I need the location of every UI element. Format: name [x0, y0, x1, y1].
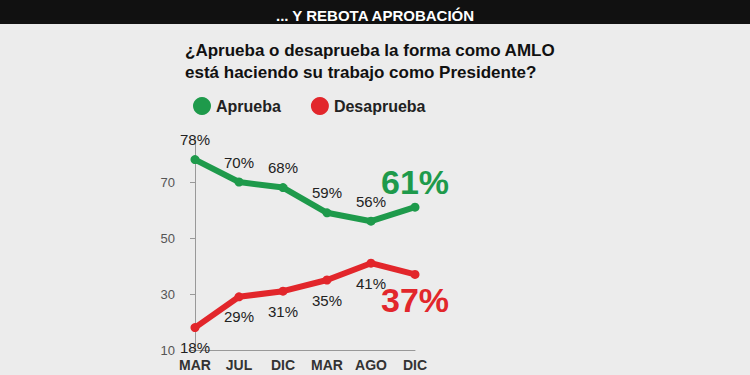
svg-text:10: 10	[161, 343, 175, 358]
svg-text:MAR: MAR	[311, 357, 343, 373]
svg-text:70%: 70%	[224, 154, 254, 171]
svg-text:18%: 18%	[180, 339, 210, 356]
svg-text:JUL: JUL	[226, 357, 253, 373]
svg-text:¿Aprueba o desaprueba la forma: ¿Aprueba o desaprueba la forma como AMLO	[185, 41, 559, 60]
svg-text:37%: 37%	[381, 281, 449, 319]
svg-text:56%: 56%	[356, 192, 386, 210]
svg-text:61%: 61%	[381, 163, 449, 201]
svg-text:70: 70	[161, 175, 175, 190]
svg-text:MAR: MAR	[179, 357, 211, 373]
svg-text:41%: 41%	[356, 274, 386, 292]
svg-text:DIC: DIC	[403, 357, 427, 373]
svg-text:Aprueba: Aprueba	[216, 98, 281, 115]
svg-text:... Y REBOTA APROBACIÓN: ... Y REBOTA APROBACIÓN	[276, 7, 474, 24]
svg-text:78%: 78%	[180, 131, 210, 148]
svg-text:30: 30	[161, 287, 175, 302]
svg-text:Desaprueba: Desaprueba	[334, 98, 426, 115]
svg-text:68%: 68%	[268, 159, 298, 176]
svg-text:29%: 29%	[224, 308, 254, 325]
svg-text:50: 50	[161, 231, 175, 246]
svg-text:31%: 31%	[268, 303, 298, 320]
svg-text:59%: 59%	[312, 184, 342, 201]
svg-text:35%: 35%	[312, 292, 342, 309]
svg-text:AGO: AGO	[355, 357, 387, 373]
svg-text:está haciendo su trabajo como: está haciendo su trabajo como Presidente…	[185, 63, 536, 82]
svg-text:DIC: DIC	[271, 357, 295, 373]
